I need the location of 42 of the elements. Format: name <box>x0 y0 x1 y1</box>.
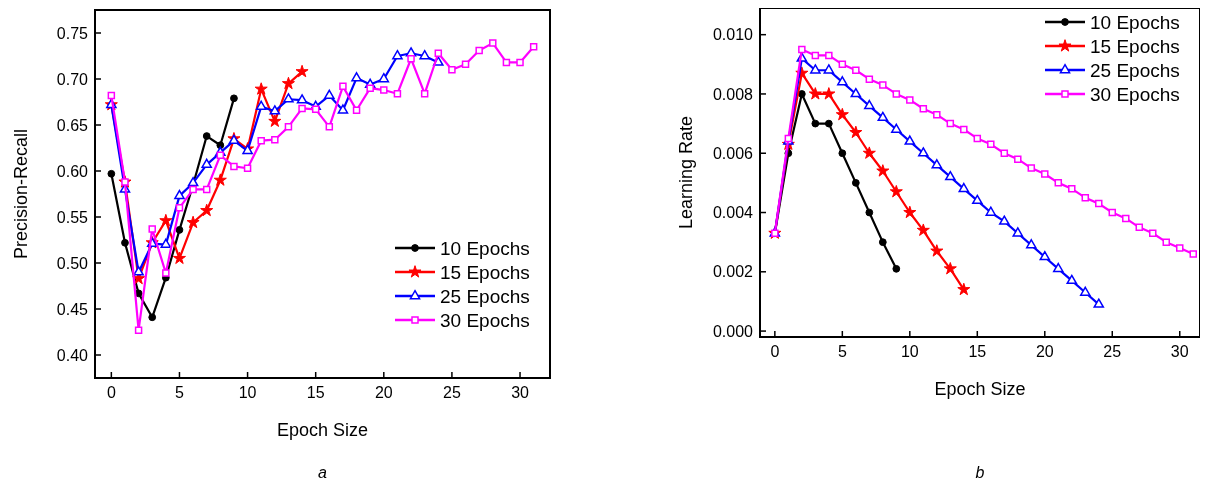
x-tick-label: 10 <box>900 343 919 360</box>
y-tick-label: 0.65 <box>56 116 89 134</box>
y-axis-title: Learning Rate <box>676 115 696 230</box>
x-tick-label: 0 <box>770 343 780 360</box>
x-tick-label: 25 <box>1103 343 1122 360</box>
y-tick-label: 0.75 <box>56 24 89 42</box>
y-tick-label: 0.50 <box>56 254 89 272</box>
x-axis-title: Epoch Size <box>934 379 1026 399</box>
legend-label: 25 Epochs <box>440 285 530 307</box>
legend-label: 10 Epochs <box>440 237 530 259</box>
legend-label: 15 Epochs <box>440 261 530 283</box>
y-tick-label: 0.008 <box>712 85 754 103</box>
x-axis-title: Epoch Size <box>276 420 369 440</box>
x-tick-label: 5 <box>175 384 185 401</box>
text: b <box>975 464 985 481</box>
y-tick-label: 0.004 <box>712 204 754 222</box>
x-tick-label: 15 <box>968 343 987 360</box>
text: a <box>318 464 328 481</box>
y-tick-label: 0.55 <box>56 208 89 226</box>
x-tick-label: 30 <box>511 384 530 401</box>
x-tick-label: 20 <box>1035 343 1054 360</box>
y-tick-label: 0.000 <box>712 322 754 340</box>
y-tick-label: 0.002 <box>712 263 754 281</box>
x-tick-label: 25 <box>443 384 461 401</box>
x-tick-label: 5 <box>837 343 847 360</box>
y-tick-label: 0.010 <box>712 26 754 44</box>
legend-label: 30 Epochs <box>440 309 530 331</box>
y-tick-label: 0.60 <box>56 162 89 180</box>
y-tick-label: 0.006 <box>712 144 754 162</box>
legend-label: 30 Epochs <box>1090 83 1180 105</box>
x-tick-label: 20 <box>374 384 393 401</box>
y-tick-label: 0.45 <box>56 300 89 318</box>
x-tick-label: 15 <box>306 384 325 401</box>
y-tick-label: 0.40 <box>56 346 89 364</box>
x-tick-label: 0 <box>106 384 116 401</box>
legend-label: 15 Epochs <box>1090 35 1180 57</box>
x-tick-label: 30 <box>1170 343 1189 360</box>
y-tick-label: 0.70 <box>56 70 89 88</box>
y-axis-title: Precision-Recall <box>11 128 31 260</box>
legend-label: 25 Epochs <box>1090 59 1180 81</box>
x-tick-label: 10 <box>238 384 257 401</box>
legend-label: 10 Epochs <box>1090 11 1180 33</box>
